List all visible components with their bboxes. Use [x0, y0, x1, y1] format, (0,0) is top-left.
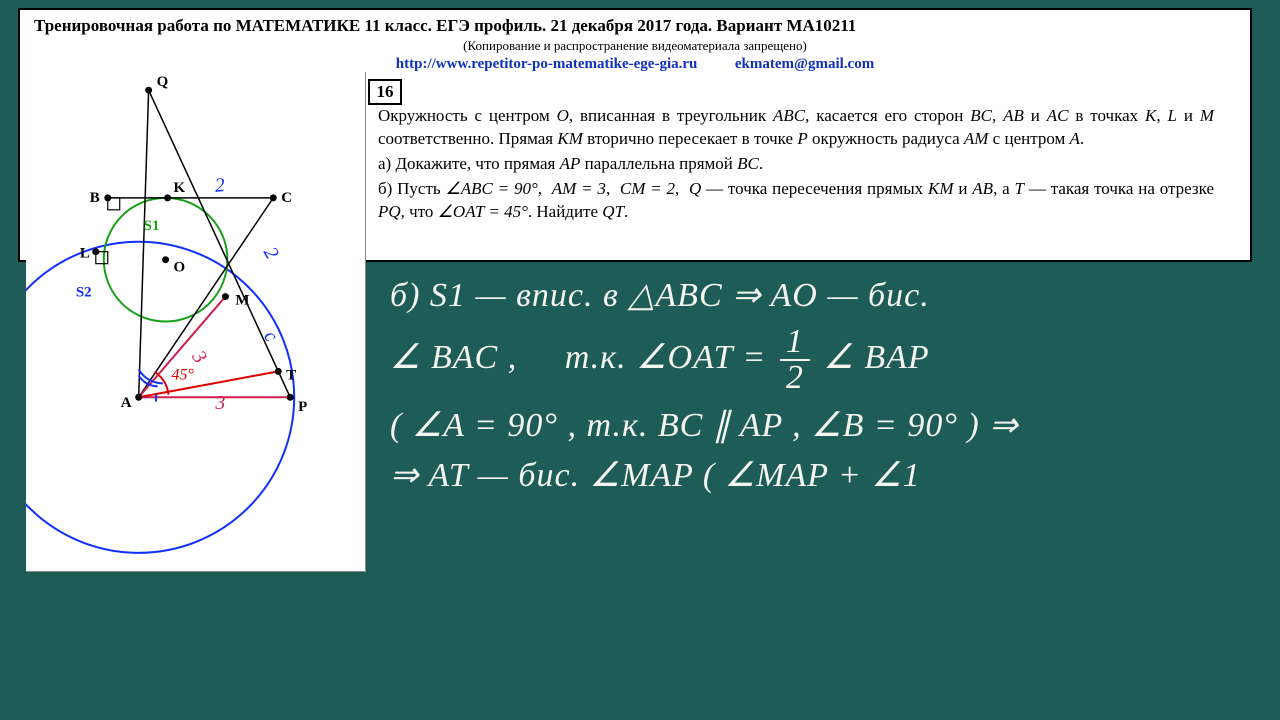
t: в точках — [1068, 106, 1145, 125]
svg-text:2: 2 — [214, 174, 226, 197]
t: — точка пересечения прямых — [701, 179, 928, 198]
t: окружность радиуса — [808, 129, 964, 148]
svg-text:S1: S1 — [144, 218, 160, 234]
t: . — [759, 154, 763, 173]
sym-KM: KM — [557, 129, 583, 148]
frac-den: 2 — [780, 361, 810, 395]
sym-AM: AM — [964, 129, 989, 148]
t: , вписанная в треугольник — [569, 106, 773, 125]
svg-text:S2: S2 — [76, 285, 92, 301]
svg-text:A: A — [121, 395, 132, 411]
t: вторично пересекает в точке — [583, 129, 797, 148]
sym-AB: AB — [1003, 106, 1024, 125]
sym-T: T — [1015, 179, 1024, 198]
copyright-line: (Копирование и распространение видеомате… — [34, 38, 1236, 54]
eq-abc90: ∠ABC = 90° — [446, 179, 538, 198]
t: Окружность с центром — [378, 106, 557, 125]
task-number-box: 16 — [368, 79, 402, 105]
svg-text:O: O — [174, 260, 186, 276]
svg-text:M: M — [235, 293, 249, 309]
t: , касается его сторон — [805, 106, 970, 125]
sym-A: A — [1070, 129, 1080, 148]
t: , а — [993, 179, 1014, 198]
svg-text:T: T — [286, 367, 296, 383]
svg-text:Q: Q — [157, 74, 169, 90]
link-line: http://www.repetitor-po-matematike-ege-g… — [34, 56, 1236, 73]
t: . Найдите — [528, 202, 602, 221]
t: . — [624, 202, 628, 221]
cl2c: ∠ BAP — [823, 339, 929, 376]
task-block: 16 Окружность с центром O, вписанная в т… — [358, 79, 1236, 226]
cl2b: т.к. ∠OAT = — [565, 339, 767, 376]
sym-AB2: AB — [972, 179, 993, 198]
svg-text:P: P — [298, 399, 307, 415]
chalk-line-4: ⇒ AT — бис. ∠MAP ( ∠MAP + ∠1 — [390, 455, 1260, 495]
chalk-solution: б) S1 — впис. в △ABC ⇒ AO — бис. ∠ BAC ,… — [390, 275, 1260, 505]
svg-text:c: c — [259, 326, 282, 347]
geometry-diagram: 45° Q B K C L O M A TP S1 S2 2 2 3 3 c — [26, 72, 365, 571]
sym-QT: QT — [602, 202, 624, 221]
svg-text:B: B — [90, 190, 100, 206]
svg-text:C: C — [281, 190, 292, 206]
sym-BC: BC — [970, 106, 992, 125]
sym-AC: AC — [1047, 106, 1069, 125]
eq-oat45: ∠OAT = 45° — [438, 202, 528, 221]
sym-ABC: ABC — [773, 106, 805, 125]
t: и — [954, 179, 973, 198]
email-link[interactable]: ekmatem@gmail.com — [735, 56, 874, 72]
doc-title: Тренировочная работа по МАТЕМАТИКЕ 11 кл… — [34, 16, 1236, 36]
t: а) Докажите, что прямая — [378, 154, 560, 173]
eq-cm2: CM = 2 — [620, 179, 675, 198]
sym-O: O — [557, 106, 569, 125]
t: параллельна прямой — [580, 154, 737, 173]
source-url[interactable]: http://www.repetitor-po-matematike-ege-g… — [396, 56, 698, 72]
chalk-line-1: б) S1 — впис. в △ABC ⇒ AO — бис. — [390, 275, 1260, 315]
cl2a: ∠ BAC , — [390, 339, 517, 376]
chalk-line-3: ( ∠A = 90° , т.к. BC ∥ AP , ∠B = 90° ) ⇒ — [390, 405, 1260, 445]
eq-am3: AM = 3 — [552, 179, 606, 198]
t: соответственно. Прямая — [378, 129, 557, 148]
task-text: Окружность с центром O, вписанная в треу… — [378, 105, 1214, 226]
sym-L: L — [1168, 106, 1177, 125]
t: , что — [401, 202, 438, 221]
sym-PQ: PQ — [378, 202, 401, 221]
svg-text:K: K — [174, 180, 186, 196]
diagram-panel: 45° Q B K C L O M A TP S1 S2 2 2 3 3 c — [26, 72, 366, 572]
fraction-half: 1 2 — [780, 325, 810, 395]
svg-text:3: 3 — [214, 392, 225, 414]
sym-P: P — [797, 129, 807, 148]
sym-AP: AP — [560, 154, 581, 173]
sym-K: K — [1145, 106, 1156, 125]
t: б) Пусть — [378, 179, 446, 198]
sym-KM2: KM — [928, 179, 954, 198]
svg-text:45°: 45° — [172, 366, 195, 383]
t: с центром — [988, 129, 1069, 148]
t: . — [1080, 129, 1084, 148]
svg-text:L: L — [80, 246, 90, 262]
svg-text:2: 2 — [259, 243, 283, 263]
sym-Q: Q — [689, 179, 701, 198]
t: — такая точка на отрезке — [1024, 179, 1214, 198]
chalk-line-2: ∠ BAC , т.к. ∠OAT = 1 2 ∠ BAP — [390, 325, 1260, 395]
sym-BC2: BC — [737, 154, 759, 173]
frac-num: 1 — [780, 325, 810, 361]
svg-text:3: 3 — [187, 346, 211, 368]
sym-M: M — [1200, 106, 1214, 125]
